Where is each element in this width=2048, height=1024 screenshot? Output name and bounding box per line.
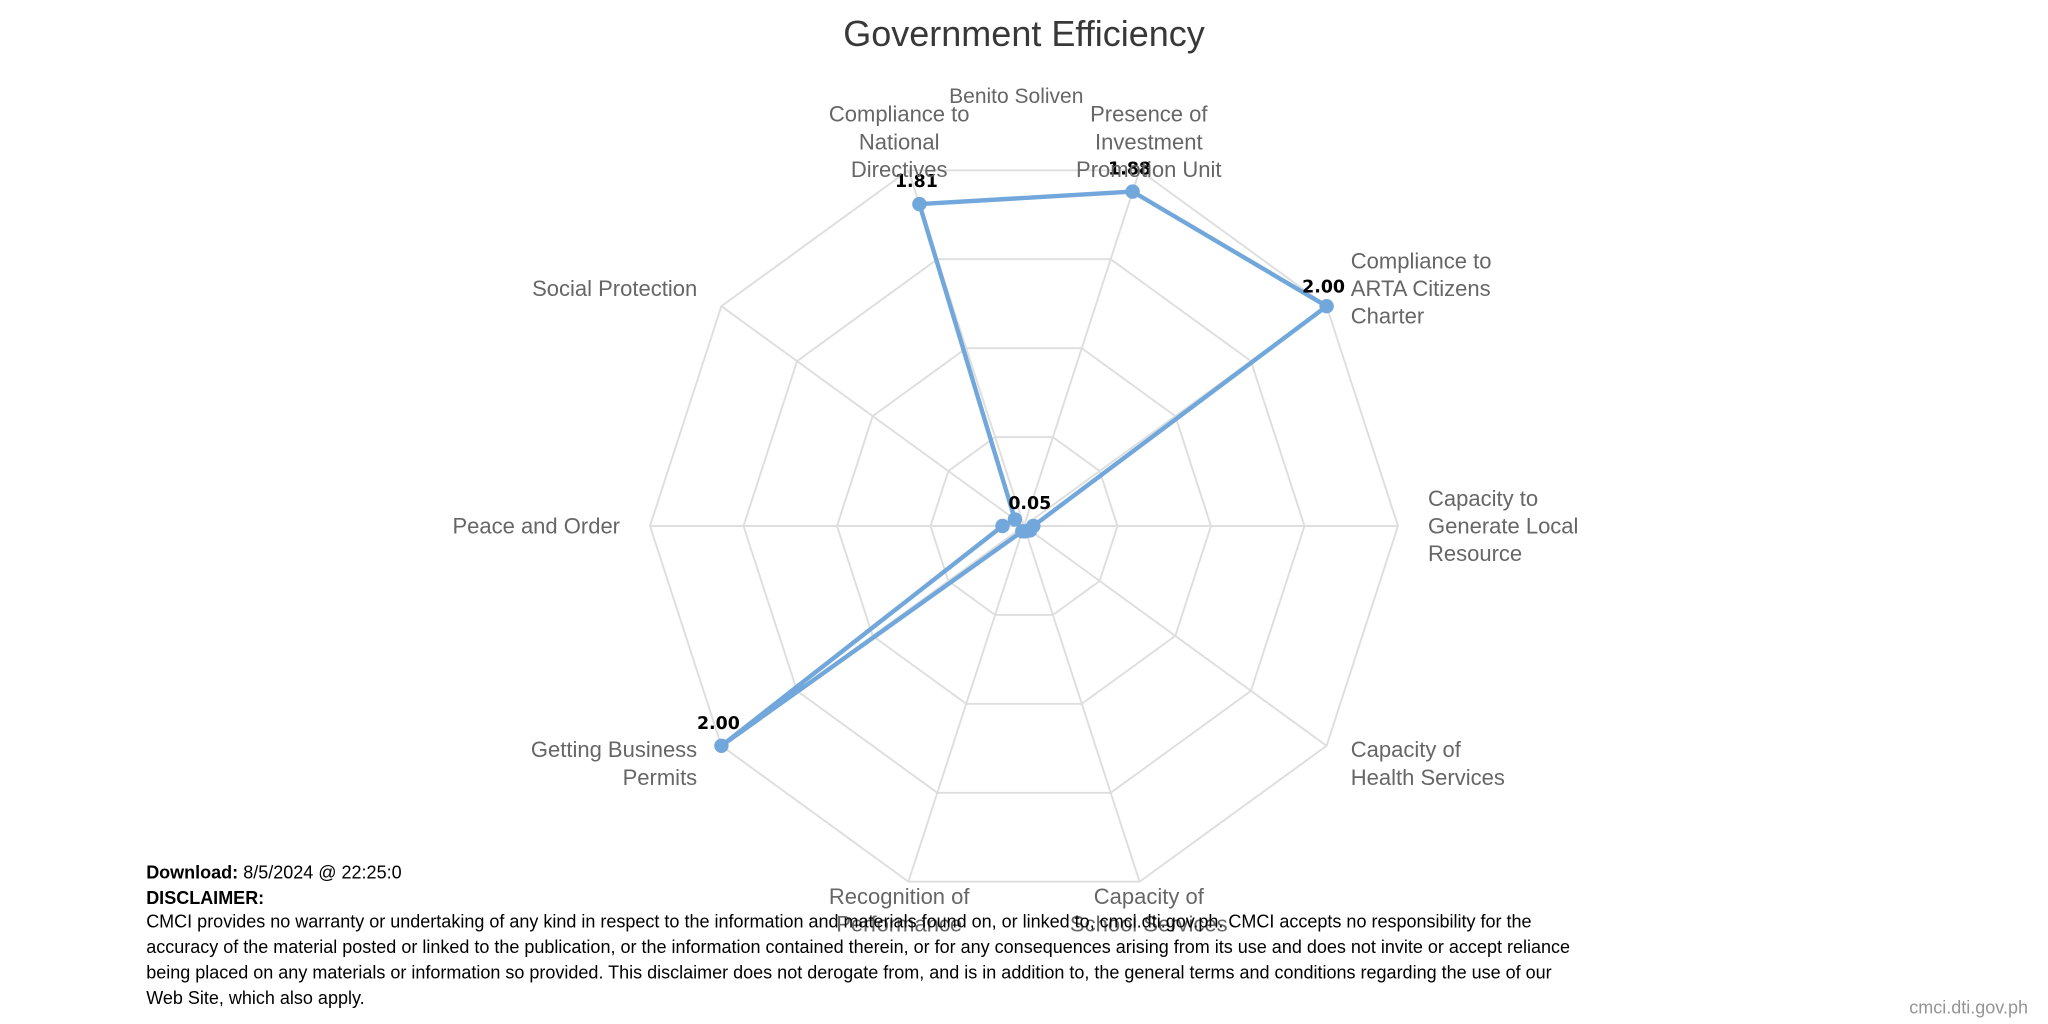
svg-text:2.00: 2.00	[697, 714, 740, 734]
svg-text:DISCLAIMER:: DISCLAIMER:	[146, 888, 264, 908]
svg-text:Performance: Performance	[836, 912, 962, 937]
svg-text:Government Efficiency: Government Efficiency	[843, 13, 1205, 54]
svg-text:Compliance to: Compliance to	[1351, 248, 1492, 273]
svg-text:Social Protection: Social Protection	[532, 276, 697, 301]
svg-text:0.05: 0.05	[1008, 494, 1051, 514]
svg-text:ARTA Citizens: ARTA Citizens	[1351, 276, 1491, 301]
svg-text:being placed on any materials: being placed on any materials or informa…	[146, 963, 1551, 983]
svg-text:School Services: School Services	[1070, 912, 1228, 937]
svg-text:National: National	[859, 129, 940, 154]
svg-text:Health Services: Health Services	[1351, 765, 1505, 790]
svg-text:Getting Business: Getting Business	[531, 737, 697, 762]
svg-text:Web Site, which also apply.: Web Site, which also apply.	[146, 988, 364, 1008]
svg-text:Investment: Investment	[1095, 129, 1203, 154]
svg-text:Capacity to: Capacity to	[1428, 486, 1538, 511]
svg-text:Benito Soliven: Benito Soliven	[949, 85, 1083, 108]
svg-text:Permits: Permits	[623, 765, 698, 790]
svg-text:1.88: 1.88	[1108, 160, 1151, 180]
svg-text:Promotion Unit: Promotion Unit	[1076, 157, 1222, 182]
svg-text:Directives: Directives	[851, 157, 948, 182]
svg-text:Recognition of: Recognition of	[829, 884, 971, 909]
svg-text:Download: 8/5/2024 @ 22:25:0: Download: 8/5/2024 @ 22:25:0	[146, 863, 401, 883]
svg-text:Capacity of: Capacity of	[1351, 737, 1462, 762]
svg-text:Resource: Resource	[1428, 541, 1522, 566]
svg-text:Generate Local: Generate Local	[1428, 514, 1578, 539]
svg-text:Peace and Order: Peace and Order	[452, 514, 620, 539]
svg-text:1.81: 1.81	[895, 172, 938, 192]
svg-text:Presence of: Presence of	[1090, 102, 1208, 127]
svg-text:CMCI provides no warranty or u: CMCI provides no warranty or undertaking…	[146, 912, 1531, 932]
svg-text:Charter: Charter	[1351, 304, 1424, 329]
svg-text:cmci.dti.gov.ph: cmci.dti.gov.ph	[1909, 998, 2028, 1018]
svg-text:accuracy of the material poste: accuracy of the material posted or linke…	[146, 937, 1570, 957]
svg-text:2.00: 2.00	[1302, 278, 1345, 298]
svg-text:Compliance to: Compliance to	[829, 102, 970, 127]
svg-text:Capacity of: Capacity of	[1094, 884, 1205, 909]
